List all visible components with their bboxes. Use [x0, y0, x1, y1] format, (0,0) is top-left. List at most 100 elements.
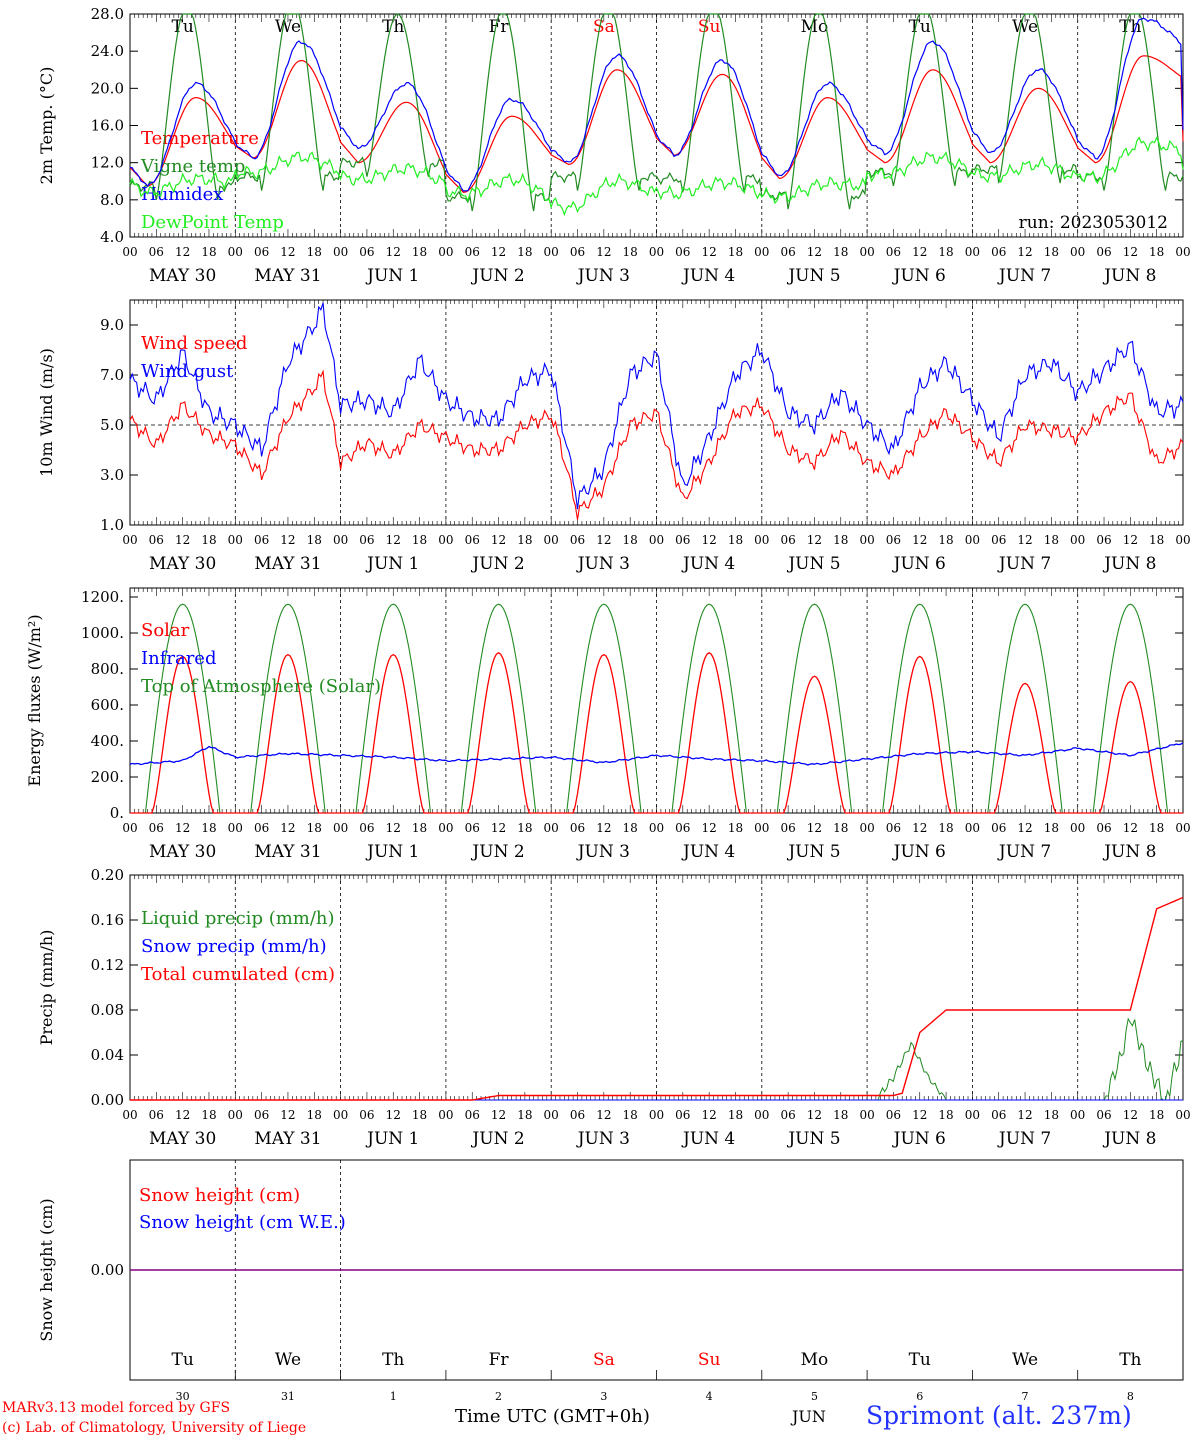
- hour-tick-label: 18: [412, 245, 427, 259]
- hour-tick-label: 00: [228, 1108, 243, 1122]
- y-tick-label: 24.0: [91, 42, 124, 60]
- date-label: JUN 1: [365, 1129, 419, 1149]
- hour-tick-label: 06: [359, 533, 374, 547]
- hour-tick-label: 18: [1044, 533, 1059, 547]
- hour-tick-label: 06: [886, 1108, 901, 1122]
- hour-tick-label: 18: [412, 821, 427, 835]
- y-tick-label: 0.04: [91, 1046, 124, 1064]
- legend-entry: Vigne temp: [140, 156, 245, 177]
- y-tick-label: 7.0: [100, 366, 124, 384]
- hour-tick-label: 12: [386, 245, 401, 259]
- hour-tick-label: 12: [280, 245, 295, 259]
- hour-tick-label: 12: [1017, 1108, 1032, 1122]
- hour-tick-label: 12: [912, 245, 927, 259]
- series-line-blue: [129, 17, 1184, 192]
- date-label: MAY 30: [149, 1129, 216, 1149]
- hour-tick-label: 06: [570, 245, 585, 259]
- hour-tick-label: 00: [1070, 245, 1085, 259]
- hour-tick-label: 00: [754, 533, 769, 547]
- hour-tick-label: 06: [465, 821, 480, 835]
- hour-tick-label: 00: [1070, 821, 1085, 835]
- hour-tick-label: 12: [175, 1108, 190, 1122]
- hour-tick-label: 06: [254, 245, 269, 259]
- hour-tick-label: 12: [702, 533, 717, 547]
- series-line-red: [129, 369, 1184, 520]
- hour-tick-label: 06: [780, 821, 795, 835]
- hour-tick-label: 12: [596, 1108, 611, 1122]
- hour-tick-label: 12: [386, 821, 401, 835]
- hour-tick-label: 12: [702, 245, 717, 259]
- hour-tick-label: 18: [307, 533, 322, 547]
- hour-tick-label: 12: [280, 533, 295, 547]
- hour-tick-label: 06: [465, 245, 480, 259]
- hour-tick-label: 00: [859, 245, 874, 259]
- series-line-red: [130, 652, 1183, 814]
- date-label: JUN 8: [1102, 266, 1156, 286]
- legend-entry: Infrared: [141, 648, 216, 669]
- hour-tick-label: 12: [1017, 533, 1032, 547]
- series-line-red: [129, 55, 1184, 194]
- hour-tick-label: 12: [491, 1108, 506, 1122]
- hour-tick-label: 00: [228, 533, 243, 547]
- hour-tick-label: 00: [1175, 821, 1190, 835]
- day-number-label: 2: [495, 1390, 502, 1403]
- hour-tick-label: 12: [491, 533, 506, 547]
- hour-tick-label: 00: [438, 1108, 453, 1122]
- y-tick-label: 1200.: [81, 588, 124, 606]
- date-label: JUN 7: [997, 266, 1051, 286]
- date-label: JUN 4: [681, 554, 735, 574]
- date-label: JUN 2: [470, 554, 524, 574]
- y-axis-label: Energy fluxes (W/m²): [25, 614, 44, 786]
- hour-tick-label: 18: [1044, 1108, 1059, 1122]
- hour-tick-label: 18: [201, 245, 216, 259]
- date-label: MAY 31: [254, 842, 321, 862]
- hour-tick-label: 00: [228, 821, 243, 835]
- hour-tick-label: 12: [1123, 1108, 1138, 1122]
- legend-entry: DewPoint Temp: [141, 212, 284, 233]
- hour-tick-label: 12: [912, 533, 927, 547]
- y-tick-label: 0.20: [91, 866, 124, 884]
- date-label: JUN 8: [1102, 554, 1156, 574]
- hour-tick-label: 00: [333, 1108, 348, 1122]
- weekday-label: Su: [698, 1350, 721, 1370]
- y-tick-label: 8.0: [100, 191, 124, 209]
- weekday-label: Sa: [593, 1350, 615, 1370]
- legend-entry: Liquid precip (mm/h): [141, 908, 335, 929]
- weekday-label: Mo: [801, 17, 829, 37]
- hour-tick-label: 18: [833, 821, 848, 835]
- date-label: JUN 5: [786, 554, 840, 574]
- hour-tick-label: 06: [991, 821, 1006, 835]
- hour-tick-label: 18: [517, 245, 532, 259]
- weekday-label: Th: [1119, 17, 1141, 37]
- hour-tick-label: 06: [254, 533, 269, 547]
- series-line-blue: [129, 742, 1184, 766]
- hour-tick-label: 00: [754, 245, 769, 259]
- date-label: JUN 3: [576, 554, 630, 574]
- hour-tick-label: 18: [833, 1108, 848, 1122]
- hour-tick-label: 06: [991, 533, 1006, 547]
- y-tick-label: 0.00: [91, 1091, 124, 1109]
- hour-tick-label: 00: [965, 1108, 980, 1122]
- hour-tick-label: 00: [649, 533, 664, 547]
- y-tick-label: 12.0: [91, 154, 124, 172]
- date-label: JUN 5: [786, 1129, 840, 1149]
- hour-tick-label: 06: [359, 821, 374, 835]
- hour-tick-label: 18: [517, 821, 532, 835]
- hour-tick-label: 06: [991, 1108, 1006, 1122]
- station-label: Sprimont (alt. 237m): [866, 1401, 1132, 1430]
- y-tick-label: 0.16: [91, 911, 124, 929]
- date-label: JUN 7: [997, 554, 1051, 574]
- hour-tick-label: 18: [517, 1108, 532, 1122]
- hour-tick-label: 00: [649, 821, 664, 835]
- date-label: MAY 31: [254, 266, 321, 286]
- date-label: JUN 1: [365, 554, 419, 574]
- plot-frame: [129, 13, 1184, 238]
- date-label: JUN 4: [681, 1129, 735, 1149]
- hour-tick-label: 18: [201, 533, 216, 547]
- weekday-label: Th: [1119, 1350, 1141, 1370]
- y-tick-label: 1.0: [100, 516, 124, 534]
- weekday-label: Tu: [909, 17, 931, 37]
- legend-entry: Humidex: [141, 184, 223, 205]
- hour-tick-label: 06: [465, 533, 480, 547]
- date-label: JUN 5: [786, 266, 840, 286]
